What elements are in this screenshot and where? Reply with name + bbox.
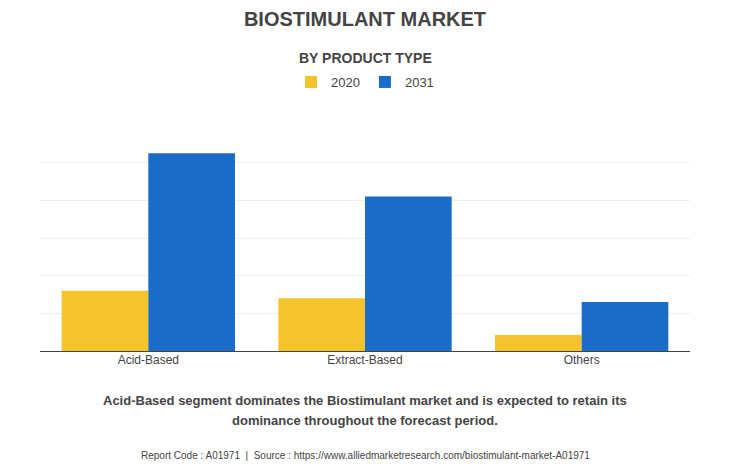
svg-text:Others: Others — [564, 353, 600, 367]
svg-text:BIOSTIMULANT MARKET: BIOSTIMULANT MARKET — [244, 8, 486, 30]
svg-text:dominance throughout the forec: dominance throughout the forecast period… — [232, 413, 498, 428]
svg-text:Acid-Based: Acid-Based — [118, 353, 179, 367]
svg-text:Extract-Based: Extract-Based — [327, 353, 402, 367]
svg-text:BY PRODUCT TYPE: BY PRODUCT TYPE — [299, 50, 432, 66]
svg-text:2020: 2020 — [331, 75, 360, 90]
svg-text:Report Code : A01971 | Sourc: Report Code : A01971 | Source : https://… — [141, 450, 590, 461]
svg-text:2031: 2031 — [405, 75, 434, 90]
svg-text:Acid-Based segment dominates t: Acid-Based segment dominates the Biostim… — [103, 393, 627, 408]
